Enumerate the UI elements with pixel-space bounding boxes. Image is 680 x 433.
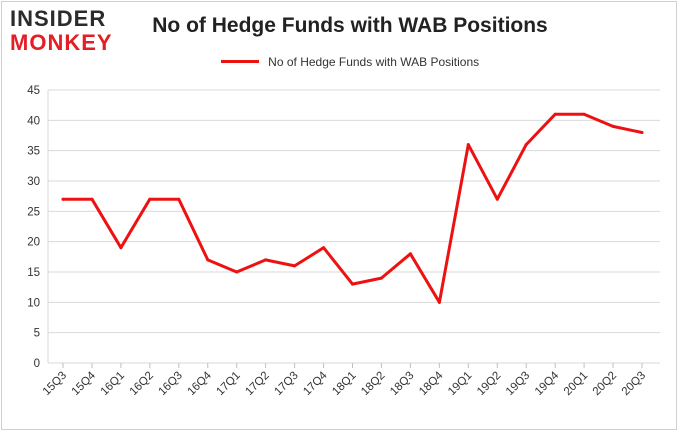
data-point	[582, 112, 586, 116]
data-point	[553, 112, 557, 116]
logo-line-2: MONKEY	[10, 30, 113, 55]
y-tick-label: 5	[34, 328, 40, 340]
x-tick-label: 19Q1	[446, 370, 474, 398]
y-tick-label: 45	[27, 85, 40, 97]
y-tick-label: 0	[34, 358, 40, 370]
x-tick-label: 17Q1	[214, 370, 242, 398]
logo-line-1: INSIDER	[10, 6, 107, 31]
x-tick-label: 17Q3	[272, 370, 300, 398]
data-point	[495, 197, 499, 201]
x-tick-label: 19Q2	[475, 370, 503, 398]
y-tick-label: 25	[27, 206, 40, 218]
x-tick-label: 16Q4	[185, 369, 214, 398]
data-point	[437, 300, 441, 304]
y-tick-label: 35	[27, 146, 40, 158]
x-tick-label: 17Q2	[243, 370, 271, 398]
x-tick-label: 20Q3	[620, 370, 648, 398]
y-tick-label: 20	[27, 237, 40, 249]
data-point	[524, 143, 528, 147]
y-tick-label: 15	[27, 267, 40, 279]
x-tick-label: 20Q2	[591, 370, 619, 398]
legend-label: No of Hedge Funds with WAB Positions	[268, 55, 480, 69]
series-line	[61, 112, 644, 304]
y-tick-label: 40	[27, 115, 40, 127]
x-tick-label: 15Q4	[70, 369, 99, 398]
x-tick-label: 20Q1	[562, 370, 590, 398]
data-point	[235, 270, 239, 274]
data-point	[61, 197, 65, 201]
x-tick-label: 16Q1	[99, 370, 127, 398]
data-point	[611, 124, 615, 128]
x-tick-label: 16Q2	[128, 370, 156, 398]
chart-title: No of Hedge Funds with WAB Positions	[152, 14, 548, 37]
data-point	[640, 130, 644, 134]
data-point	[177, 197, 181, 201]
legend-swatch	[220, 60, 259, 64]
y-tick-label: 30	[27, 176, 40, 188]
data-point	[90, 197, 94, 201]
data-point	[293, 264, 297, 268]
data-point	[322, 246, 326, 250]
data-point	[119, 246, 123, 250]
x-tick-label: 17Q4	[301, 369, 330, 398]
x-tick-label: 18Q4	[417, 369, 446, 398]
insider-monkey-logo: INSIDER MONKEY	[10, 4, 128, 56]
x-tick-label: 15Q3	[41, 370, 69, 398]
data-point	[264, 258, 268, 262]
y-tick-label: 10	[27, 297, 40, 309]
x-tick-label: 16Q3	[157, 370, 185, 398]
data-point	[148, 197, 152, 201]
data-point	[466, 143, 470, 147]
data-point	[351, 282, 354, 286]
x-tick-label: 18Q1	[330, 370, 358, 398]
x-tick-label: 18Q3	[388, 370, 416, 398]
x-tick-label: 19Q4	[533, 369, 562, 398]
data-point	[379, 276, 383, 280]
x-tick-label: 19Q3	[504, 370, 532, 398]
data-point	[408, 252, 412, 256]
x-tick-label: 18Q2	[359, 370, 387, 398]
chart-legend: No of Hedge Funds with WAB Positions	[0, 55, 680, 69]
data-point	[206, 258, 210, 262]
